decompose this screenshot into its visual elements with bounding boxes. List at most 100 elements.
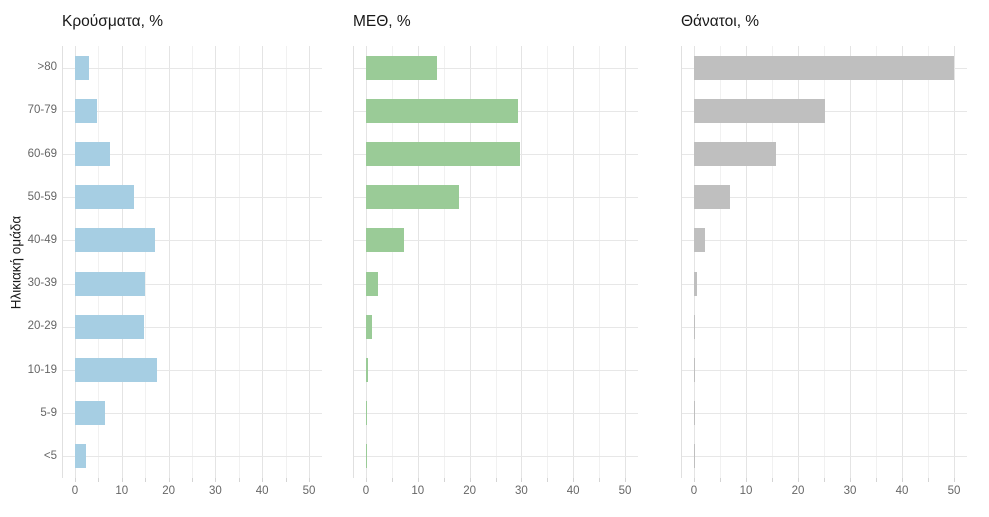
gridline-vertical (573, 46, 575, 478)
x-tick-label: 30 (843, 485, 857, 497)
gridline-horizontal (681, 413, 967, 414)
gridline-vertical (772, 46, 773, 478)
bar->80 (366, 55, 438, 80)
gridline-horizontal (62, 68, 322, 69)
x-axis-tick (850, 478, 851, 482)
x-axis-tick (599, 478, 601, 482)
x-tick-label: 10 (411, 485, 425, 497)
bar-40-49 (75, 228, 156, 253)
x-axis-tick (145, 478, 147, 482)
bar-20-29 (694, 314, 695, 339)
x-axis-tick (694, 478, 695, 482)
gridline-horizontal (681, 240, 967, 241)
y-tick-label: 60-69 (27, 147, 57, 160)
bar-10-19 (75, 358, 158, 382)
bar-50-59 (75, 185, 134, 210)
gridline-horizontal (681, 456, 967, 457)
bar-50-59 (694, 185, 730, 210)
x-axis-tick (495, 478, 497, 482)
panel-title: Θάνατοι, % (681, 13, 760, 30)
gridline-horizontal (353, 197, 638, 198)
y-tick-label: 5-9 (40, 406, 57, 419)
facet-panel (681, 46, 967, 478)
bar-20-29 (75, 314, 145, 339)
facet-panel (353, 46, 638, 478)
gridline-horizontal (62, 327, 322, 328)
x-axis-tick (417, 478, 419, 482)
y-tick-label: 10-19 (27, 363, 57, 376)
y-tick-label: <5 (43, 449, 57, 462)
bar-40-49 (366, 228, 405, 253)
x-axis-tick (547, 478, 549, 482)
gridline-horizontal (62, 111, 322, 112)
x-axis-tick (954, 478, 955, 482)
gridline-horizontal (681, 154, 967, 155)
y-tick-label: 20-29 (27, 320, 57, 333)
x-tick-label: 30 (514, 485, 528, 497)
gridline-horizontal (353, 327, 638, 328)
x-axis-tick (443, 478, 445, 482)
gridline-horizontal (62, 413, 322, 414)
gridline-vertical (495, 46, 497, 478)
x-axis-tick (772, 478, 773, 482)
x-axis-tick (824, 478, 825, 482)
bar-<5 (75, 444, 87, 469)
gridline-horizontal (681, 370, 967, 371)
gridline-vertical (75, 46, 76, 478)
gridline-vertical (798, 46, 799, 478)
gridline-vertical (928, 46, 929, 478)
gridline-vertical (366, 46, 367, 478)
gridline-vertical (876, 46, 877, 478)
y-tick-label: 70-79 (27, 104, 57, 117)
y-axis-title: Ηλικιακή ομάδα (8, 215, 24, 310)
gridline-horizontal (353, 240, 638, 241)
gridline-vertical (599, 46, 601, 478)
x-axis-tick (469, 478, 471, 482)
bar-20-29 (366, 314, 373, 339)
x-tick-label: 50 (947, 485, 961, 497)
x-tick-label: 20 (463, 485, 476, 497)
gridline-vertical (168, 46, 170, 478)
x-tick-label: 40 (255, 485, 269, 497)
x-axis-tick (285, 478, 287, 482)
x-tick-label: 50 (618, 485, 632, 497)
gridline-vertical (694, 46, 695, 478)
gridline-horizontal (681, 327, 967, 328)
bar-60-69 (75, 142, 111, 166)
bar->80 (694, 55, 954, 80)
y-tick-label: 40-49 (27, 233, 57, 246)
gridline-horizontal (62, 154, 322, 155)
facet-panel (62, 46, 322, 478)
x-axis-tick (238, 478, 240, 482)
gridline-vertical (262, 46, 264, 478)
gridline-horizontal (62, 456, 322, 457)
gridline-vertical (521, 46, 523, 478)
x-axis-tick (121, 478, 123, 482)
x-axis-tick (876, 478, 877, 482)
x-tick-label: 20 (162, 485, 175, 497)
gridline-horizontal (353, 68, 638, 69)
gridline-vertical (954, 46, 955, 478)
panel-title: ΜΕΘ, % (353, 13, 411, 30)
gridline-vertical (238, 46, 240, 478)
bar-60-69 (694, 142, 776, 166)
gridline-horizontal (353, 456, 638, 457)
gridline-horizontal (681, 284, 967, 285)
x-axis-tick (746, 478, 747, 482)
gridline-vertical (215, 46, 217, 478)
x-axis-tick (366, 478, 367, 482)
gridline-horizontal (62, 370, 322, 371)
gridline-horizontal (353, 413, 638, 414)
bar->80 (75, 55, 90, 80)
gridline-horizontal (353, 284, 638, 285)
gridline-vertical (98, 46, 100, 478)
x-tick-label: 40 (895, 485, 909, 497)
x-tick-label: 20 (791, 485, 805, 497)
bar-30-39 (694, 271, 698, 296)
bar-30-39 (75, 271, 146, 296)
x-axis-tick (168, 478, 170, 482)
x-tick-label: 0 (690, 485, 698, 497)
x-axis-tick (75, 478, 76, 482)
bar-10-19 (366, 358, 369, 382)
